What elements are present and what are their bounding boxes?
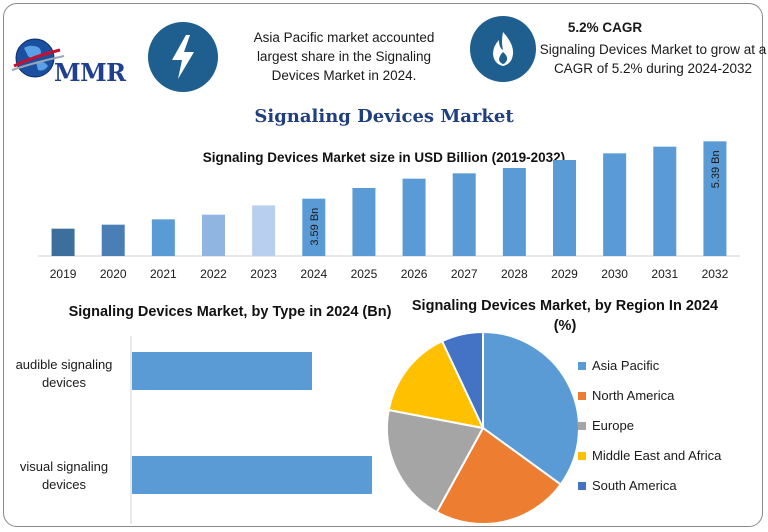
logo-text: MMR	[54, 58, 126, 87]
legend-label: Europe	[592, 418, 634, 433]
legend-label: Asia Pacific	[592, 358, 660, 373]
bar-2032	[703, 141, 727, 256]
region-chart-title: Signaling Devices Market, by Region In 2…	[411, 298, 719, 334]
legend-item-middle-east-and-africa: Middle East and Africa	[578, 448, 721, 464]
category-label-visual: visual signaling devices	[19, 459, 109, 492]
x-tick-2026: 2026	[401, 267, 428, 281]
bar-2019	[51, 228, 75, 256]
bar-2025	[352, 188, 376, 256]
legend-item-europe: Europe	[578, 418, 634, 434]
main-title: Signaling Devices Market	[254, 106, 514, 127]
flame-icon	[470, 16, 536, 82]
x-tick-2028: 2028	[501, 267, 528, 281]
data-label-2024: 3.59 Bn	[309, 208, 321, 246]
globe-icon	[11, 38, 65, 78]
bar-2028	[502, 168, 526, 256]
x-tick-2019: 2019	[50, 267, 77, 281]
market-size-bar-chart: 2019 2020 2021 2022 2023 2024 3.59 Bn 2025 2026 2…	[38, 141, 740, 281]
x-tick-2025: 2025	[351, 267, 378, 281]
data-label-2032: 5.39 Bn	[710, 150, 722, 188]
bar-2027	[452, 173, 476, 256]
x-tick-2031: 2031	[651, 267, 678, 281]
x-tick-2029: 2029	[551, 267, 578, 281]
legend-label: North America	[592, 388, 675, 403]
legend-swatch	[578, 361, 586, 370]
x-tick-2027: 2027	[451, 267, 478, 281]
x-tick-2024: 2024	[300, 267, 327, 281]
x-tick-2022: 2022	[200, 267, 227, 281]
legend-label: Middle East and Africa	[592, 448, 722, 463]
legend-swatch	[578, 421, 586, 430]
bar-2020	[101, 224, 125, 256]
x-tick-2021: 2021	[150, 267, 177, 281]
legend-swatch	[578, 451, 586, 460]
lightning-bolt-icon	[148, 22, 218, 92]
bar-2021	[151, 219, 175, 256]
cagr-title: 5.2% CAGR	[567, 20, 643, 35]
legend-label: South America	[592, 478, 677, 493]
type-chart-title: Signaling Devices Market, by Type in 202…	[68, 304, 392, 320]
legend-swatch	[578, 391, 586, 400]
bar-2022	[202, 214, 225, 256]
category-label-audible: audible signaling devices	[15, 357, 113, 390]
x-tick-2030: 2030	[601, 267, 628, 281]
infographic-frame	[3, 3, 763, 527]
bar-2026	[402, 178, 426, 256]
x-tick-2020: 2020	[100, 267, 127, 281]
cagr-callout: Signaling Devices Market to grow at a CA…	[539, 42, 767, 76]
legend-item-asia-pacific: Asia Pacific	[578, 358, 659, 374]
mmr-logo: MMR	[10, 30, 140, 90]
x-tick-2023: 2023	[250, 267, 277, 281]
bar-2031	[653, 146, 677, 256]
bar-2029	[553, 160, 576, 256]
legend-swatch	[578, 481, 586, 490]
x-tick-2032: 2032	[702, 267, 729, 281]
legend-item-north-america: North America	[578, 388, 674, 404]
bar-2024	[302, 198, 326, 256]
legend-item-south-america: South America	[578, 478, 677, 494]
bar-2030	[603, 153, 627, 256]
share-callout: Asia Pacific market accounted largest sh…	[253, 30, 435, 83]
bar-chart-title: Signaling Devices Market size in USD Bil…	[202, 150, 566, 165]
bar-2023	[252, 205, 276, 256]
